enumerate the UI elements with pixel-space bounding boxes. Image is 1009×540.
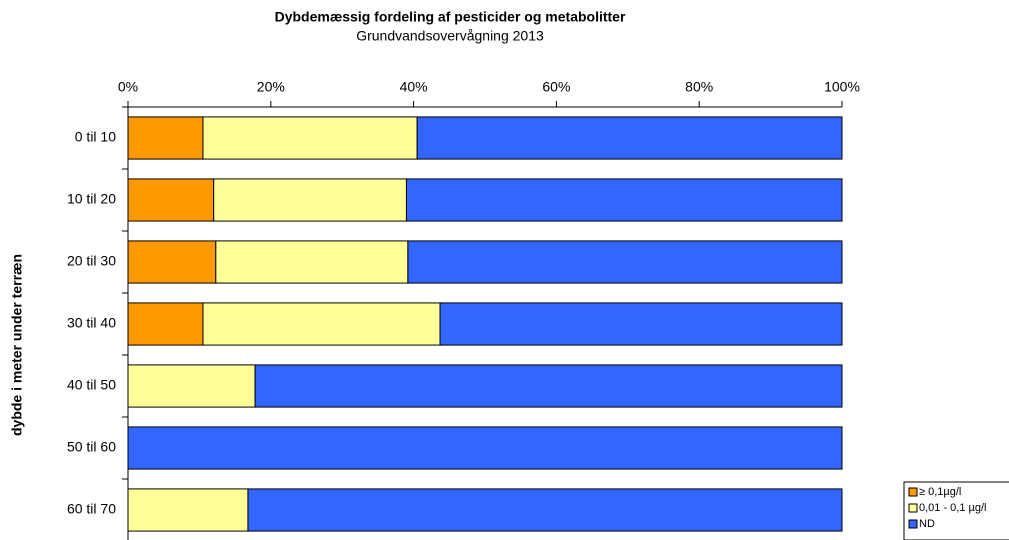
chart-subtitle: Grundvandsovervågning 2013: [356, 28, 544, 44]
bar-segment: [416, 116, 843, 160]
y-tick-label: 60 til 70: [67, 501, 116, 517]
x-tick-label: 80%: [685, 79, 713, 95]
y-tick-label: 30 til 40: [67, 315, 116, 331]
y-tick-label: 40 til 50: [67, 377, 116, 393]
legend-swatch: [908, 503, 918, 513]
bar-segment: [127, 302, 204, 346]
bar-segment: [439, 302, 843, 346]
bar-segment: [202, 302, 441, 346]
bar-segment: [127, 116, 204, 160]
bar-segment: [213, 178, 407, 222]
bar-segment: [405, 178, 843, 222]
x-tick-label: 60%: [542, 79, 570, 95]
legend-swatch: [908, 519, 918, 529]
y-tick-label: 50 til 60: [67, 439, 116, 455]
bar-segment: [127, 178, 215, 222]
bar-segment: [407, 240, 843, 284]
y-tick-label: 0 til 10: [75, 129, 116, 145]
bar-segment: [254, 364, 843, 408]
legend-swatch: [908, 487, 918, 497]
legend-label: 0,01 - 0,1 µg/l: [919, 502, 987, 514]
legend-box: [903, 481, 1009, 540]
y-tick-label: 10 til 20: [67, 191, 116, 207]
y-axis-label: dybde i meter under terræn: [9, 254, 25, 436]
legend-label: ND: [919, 518, 935, 530]
bar-segment: [202, 116, 418, 160]
bar-segment: [247, 488, 843, 532]
y-tick-label: 20 til 30: [67, 253, 116, 269]
x-tick-label: 0%: [118, 79, 138, 95]
chart-title: Dybdemæssig fordeling af pesticider og m…: [275, 9, 626, 25]
bar-segment: [127, 240, 217, 284]
bar-segment: [127, 364, 256, 408]
legend-label: ≥ 0,1µg/l: [919, 486, 961, 498]
bar-segment: [127, 488, 249, 532]
x-tick-label: 100%: [824, 79, 860, 95]
bar-segment: [127, 426, 843, 470]
x-tick-label: 40%: [400, 79, 428, 95]
bar-segment: [215, 240, 409, 284]
x-tick-label: 20%: [257, 79, 285, 95]
